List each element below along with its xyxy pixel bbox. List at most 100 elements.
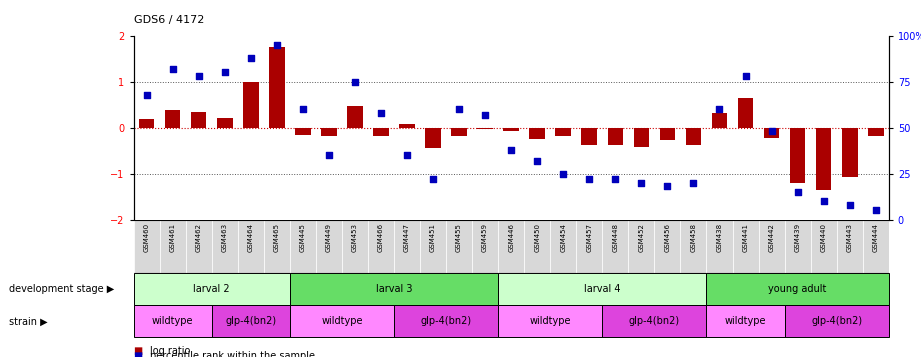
Text: GSM457: GSM457 bbox=[587, 223, 592, 252]
Bar bbox=[842, 128, 857, 177]
Text: larval 3: larval 3 bbox=[376, 284, 413, 294]
Bar bbox=[347, 106, 363, 128]
Text: GSM445: GSM445 bbox=[300, 223, 306, 252]
Bar bbox=[790, 128, 806, 183]
Point bbox=[165, 66, 180, 72]
Point bbox=[712, 106, 727, 112]
Point bbox=[843, 202, 857, 208]
Bar bbox=[367, 220, 394, 273]
Point bbox=[321, 152, 336, 158]
Text: GSM452: GSM452 bbox=[638, 223, 645, 252]
Bar bbox=[706, 220, 732, 273]
Bar bbox=[394, 305, 498, 337]
Bar bbox=[263, 220, 290, 273]
Text: young adult: young adult bbox=[768, 284, 827, 294]
Point bbox=[374, 110, 389, 116]
Bar bbox=[295, 128, 310, 135]
Text: percentile rank within the sample: percentile rank within the sample bbox=[150, 351, 315, 357]
Point bbox=[582, 176, 597, 182]
Text: GSM439: GSM439 bbox=[795, 223, 800, 252]
Text: log ratio: log ratio bbox=[150, 346, 191, 356]
Text: GSM464: GSM464 bbox=[248, 223, 253, 252]
Point bbox=[243, 55, 258, 61]
Bar bbox=[342, 220, 367, 273]
Point bbox=[400, 152, 414, 158]
Bar bbox=[581, 128, 597, 145]
Bar bbox=[373, 128, 389, 136]
Text: wildtype: wildtype bbox=[321, 316, 363, 326]
Bar bbox=[655, 220, 681, 273]
Text: ■: ■ bbox=[134, 351, 143, 357]
Point bbox=[270, 42, 285, 48]
Bar bbox=[498, 220, 524, 273]
Point bbox=[504, 147, 519, 152]
Bar bbox=[836, 220, 863, 273]
Text: GSM451: GSM451 bbox=[430, 223, 436, 252]
Point bbox=[634, 180, 648, 186]
Bar bbox=[186, 220, 212, 273]
Text: GSM442: GSM442 bbox=[769, 223, 775, 252]
Text: GSM438: GSM438 bbox=[717, 223, 722, 252]
Text: glp-4(bn2): glp-4(bn2) bbox=[629, 316, 680, 326]
Bar bbox=[472, 220, 498, 273]
Bar bbox=[530, 128, 545, 139]
Bar bbox=[738, 98, 753, 128]
Bar bbox=[238, 220, 263, 273]
Text: GSM459: GSM459 bbox=[482, 223, 488, 252]
Text: strain ▶: strain ▶ bbox=[9, 316, 48, 326]
Bar bbox=[290, 305, 394, 337]
Bar bbox=[165, 110, 181, 128]
Bar bbox=[321, 128, 337, 136]
Text: GSM465: GSM465 bbox=[274, 223, 280, 252]
Text: GSM466: GSM466 bbox=[378, 223, 384, 252]
Text: GSM446: GSM446 bbox=[508, 223, 514, 252]
Text: GSM461: GSM461 bbox=[169, 223, 176, 252]
Point bbox=[192, 73, 206, 79]
Point bbox=[686, 180, 701, 186]
Bar bbox=[426, 128, 441, 148]
Bar bbox=[810, 220, 836, 273]
Bar bbox=[134, 273, 290, 305]
Bar bbox=[732, 220, 759, 273]
Bar bbox=[134, 220, 159, 273]
Bar bbox=[316, 220, 342, 273]
Text: wildtype: wildtype bbox=[152, 316, 193, 326]
Point bbox=[478, 112, 493, 117]
Bar bbox=[498, 305, 602, 337]
Point bbox=[660, 183, 675, 189]
Text: GSM444: GSM444 bbox=[873, 223, 879, 252]
Point bbox=[608, 176, 623, 182]
Bar bbox=[712, 113, 728, 128]
Bar bbox=[628, 220, 655, 273]
Text: larval 2: larval 2 bbox=[193, 284, 230, 294]
Bar bbox=[420, 220, 446, 273]
Text: glp-4(bn2): glp-4(bn2) bbox=[811, 316, 862, 326]
Bar bbox=[394, 220, 420, 273]
Bar bbox=[685, 128, 701, 145]
Bar bbox=[524, 220, 550, 273]
Bar bbox=[451, 128, 467, 136]
Bar bbox=[139, 119, 155, 128]
Text: GSM463: GSM463 bbox=[222, 223, 227, 252]
Point bbox=[347, 79, 362, 85]
Text: GSM450: GSM450 bbox=[534, 223, 541, 252]
Text: GSM453: GSM453 bbox=[352, 223, 358, 252]
Bar bbox=[785, 220, 810, 273]
Bar bbox=[863, 220, 889, 273]
Bar bbox=[290, 273, 498, 305]
Point bbox=[816, 198, 831, 204]
Bar bbox=[602, 305, 706, 337]
Bar bbox=[399, 124, 414, 128]
Text: ■: ■ bbox=[134, 346, 143, 356]
Bar bbox=[498, 273, 706, 305]
Bar bbox=[191, 111, 206, 128]
Bar bbox=[216, 117, 232, 128]
Bar bbox=[608, 128, 624, 145]
Point bbox=[296, 106, 310, 112]
Text: GSM447: GSM447 bbox=[404, 223, 410, 252]
Text: wildtype: wildtype bbox=[530, 316, 571, 326]
Text: GSM460: GSM460 bbox=[144, 223, 149, 252]
Bar bbox=[212, 220, 238, 273]
Bar bbox=[504, 128, 519, 131]
Point bbox=[738, 73, 752, 79]
